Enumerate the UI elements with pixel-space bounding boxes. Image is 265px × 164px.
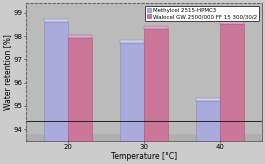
Y-axis label: Water retention [%]: Water retention [%] bbox=[3, 34, 12, 110]
Bar bbox=[220, 24, 244, 141]
Bar bbox=[196, 98, 220, 101]
Bar bbox=[144, 26, 168, 29]
Bar bbox=[120, 40, 144, 43]
Bar bbox=[26, 134, 262, 141]
X-axis label: Temperature [°C]: Temperature [°C] bbox=[111, 152, 177, 161]
Bar bbox=[68, 38, 92, 141]
Bar bbox=[44, 19, 68, 22]
Bar bbox=[68, 35, 92, 38]
Bar bbox=[196, 101, 220, 141]
Bar bbox=[120, 43, 144, 141]
Legend: Methylcel 2515-HPMC3, Walocel GW 2500/000 FF 15 300/30/2: Methylcel 2515-HPMC3, Walocel GW 2500/00… bbox=[145, 6, 259, 21]
Bar bbox=[144, 29, 168, 141]
Bar bbox=[220, 21, 244, 24]
Bar bbox=[44, 22, 68, 141]
